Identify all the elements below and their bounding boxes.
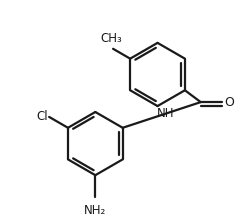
Text: O: O <box>224 96 234 109</box>
Text: Cl: Cl <box>36 110 48 123</box>
Text: NH₂: NH₂ <box>84 204 106 217</box>
Text: CH₃: CH₃ <box>100 32 122 45</box>
Text: NH: NH <box>157 107 174 121</box>
